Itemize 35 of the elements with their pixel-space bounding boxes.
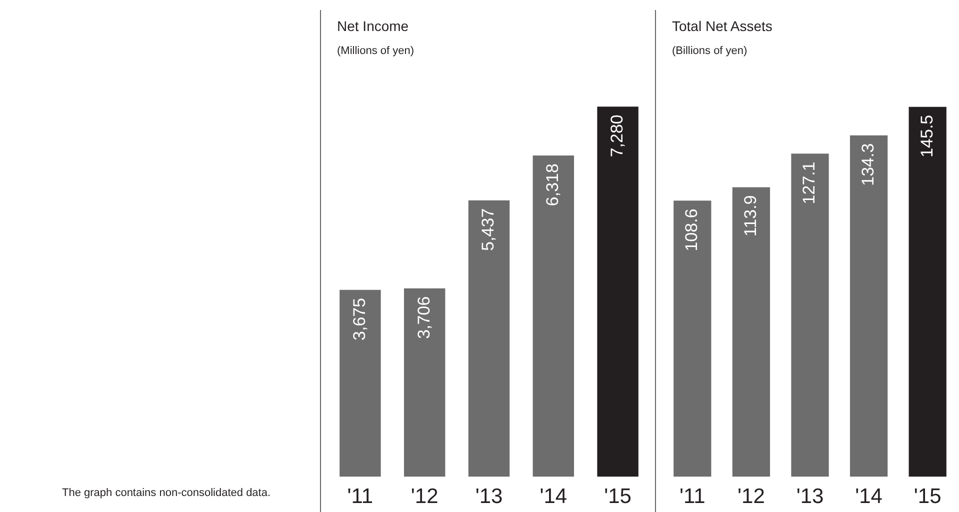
bar [468,200,510,477]
bar [404,288,446,477]
bar [597,106,638,477]
data-label: 3,675 [350,298,369,340]
data-label: 7,280 [607,114,626,158]
x-tick-label: '14 [855,485,883,508]
data-label: 113.9 [740,195,760,236]
x-tick-label: '12 [738,485,765,508]
x-tick-label: '13 [475,485,503,508]
data-label: 145.5 [917,114,936,158]
data-label: 108.6 [682,208,702,252]
bar [732,187,770,477]
x-tick-label: '14 [540,485,568,508]
x-tick-label: '12 [410,485,438,508]
data-label: 3,706 [414,296,434,339]
bar [674,200,712,477]
x-tick-label: '15 [604,485,632,508]
bar [850,135,888,477]
data-label: 134.3 [858,143,878,186]
x-tick-label: '13 [796,485,824,508]
chart-subtitle: (Billions of yen) [672,45,748,57]
bar [340,290,381,477]
x-tick-label: '11 [347,485,374,508]
x-tick-label: '11 [679,485,706,508]
chart-title: Net Income [337,18,409,34]
bar [908,106,946,477]
data-label: 127.1 [800,162,819,204]
x-tick-label: '15 [914,485,942,508]
bar [791,154,829,477]
chart-title: Total Net Assets [672,18,772,34]
data-label: 6,318 [543,164,562,206]
data-label: 5,437 [478,208,498,251]
text: The graph contains non-consolidated data. [62,487,271,499]
bar [532,156,574,477]
chart-subtitle: (Millions of yen) [337,45,414,57]
